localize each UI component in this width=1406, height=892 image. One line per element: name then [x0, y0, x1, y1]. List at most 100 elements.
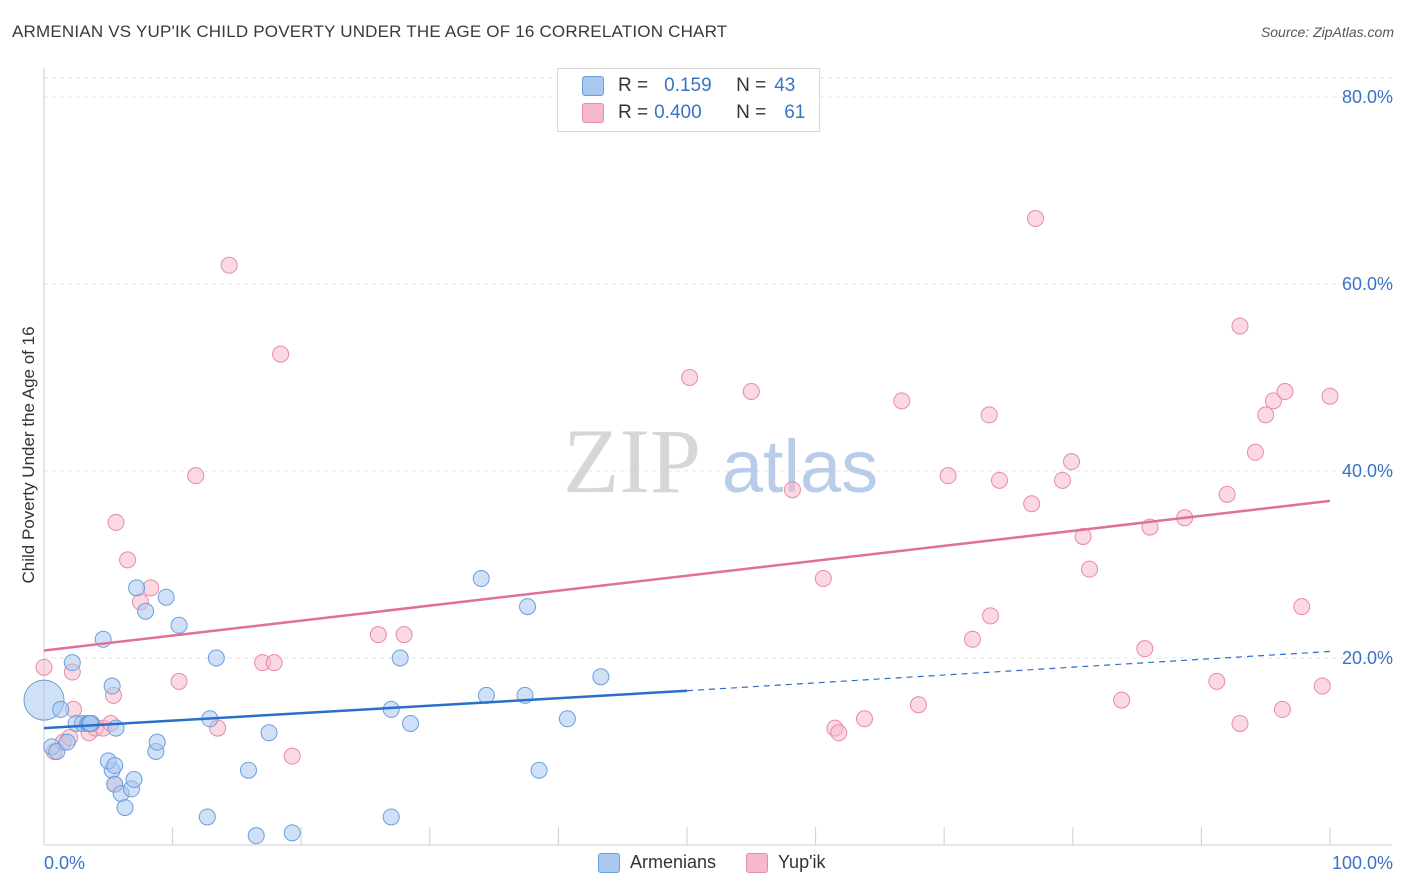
armenian-point — [558, 710, 576, 728]
yupik-point — [939, 467, 957, 485]
y-axis-title: Child Poverty Under the Age of 16 — [19, 326, 38, 583]
armenian-point — [106, 757, 124, 775]
armenian-point — [402, 714, 420, 732]
yupik-point — [35, 658, 53, 676]
armenian-point — [128, 579, 146, 597]
chart-title: ARMENIAN VS YUP'IK CHILD POVERTY UNDER T… — [12, 22, 728, 41]
r-value: 0.400 — [654, 102, 702, 123]
armenian-point — [58, 733, 76, 751]
armenian-point — [247, 827, 265, 845]
yupik-point — [893, 392, 911, 410]
n-label: N = — [736, 75, 767, 96]
yupik-point — [107, 513, 125, 531]
yupik-swatch — [582, 103, 604, 123]
yupik-point — [1136, 640, 1154, 658]
armenian-point — [52, 700, 70, 718]
yupik-point — [1264, 392, 1282, 410]
series-legend: Armenians Yup'ik — [598, 852, 856, 873]
source-label: Source: ZipAtlas.com — [1260, 24, 1394, 40]
yupik-point — [814, 570, 832, 588]
yupik-point — [980, 406, 998, 424]
armenian-point — [260, 724, 278, 742]
yupik-point — [170, 672, 188, 690]
yupik-point — [1113, 691, 1131, 709]
x-tick-label-min: 0.0% — [44, 853, 85, 873]
yupik-point — [1246, 443, 1264, 461]
watermark: ZIP atlas — [563, 410, 878, 512]
yupik-point — [742, 383, 760, 401]
y-tick-label: 60.0% — [1342, 274, 1393, 294]
armenians-trend-extension — [686, 650, 1331, 692]
y-tick-label: 80.0% — [1342, 87, 1393, 107]
yupik-point — [963, 630, 981, 648]
armenian-point — [592, 668, 610, 686]
yupik-point — [1293, 598, 1311, 616]
yupik-point — [830, 724, 848, 742]
armenian-point — [63, 654, 81, 672]
armenian-point — [157, 588, 175, 606]
armenian-point — [198, 808, 216, 826]
yupik-point — [855, 710, 873, 728]
yupik-point — [990, 471, 1008, 489]
legend-item-yupik: Yup'ik — [746, 852, 826, 873]
yupik-point — [272, 345, 290, 363]
axis-labels: 20.0% 40.0% 60.0% 80.0% 0.0% 100.0% Child Pove… — [19, 87, 1393, 873]
yupik-point — [1081, 560, 1099, 578]
watermark-zip: ZIP — [563, 410, 701, 512]
r-label: R = — [618, 75, 649, 96]
yupik-point — [909, 696, 927, 714]
trend-lines — [43, 499, 1331, 730]
yupik-point — [1063, 453, 1081, 471]
y-tick-label: 40.0% — [1342, 461, 1393, 481]
yupik-point — [1276, 383, 1294, 401]
r-label: R = — [618, 102, 649, 123]
yupik-point — [265, 654, 283, 672]
armenians-swatch — [582, 76, 604, 96]
yupik-point — [1054, 471, 1072, 489]
armenian-points — [23, 570, 610, 845]
armenian-point — [391, 649, 409, 667]
legend-label-armenians: Armenians — [630, 852, 717, 872]
legend-item-armenians: Armenians — [598, 852, 716, 873]
yupik-point — [1313, 677, 1331, 695]
yupik-swatch — [746, 852, 769, 873]
correlation-legend: R = 0.159 N = 43 R = 0.400 N = 61 — [557, 68, 820, 132]
legend-row-yupik: R = 0.400 N = 61 — [582, 101, 805, 125]
armenian-point — [530, 761, 548, 779]
armenian-point — [472, 570, 490, 588]
yupik-point — [1257, 406, 1275, 424]
armenians-trend-line — [43, 689, 688, 730]
n-value: 61 — [784, 102, 806, 123]
yupik-point — [187, 467, 205, 485]
armenians-swatch — [598, 852, 620, 873]
armenian-point — [207, 649, 225, 667]
watermark-atlas: atlas — [722, 425, 878, 508]
armenian-point — [125, 771, 143, 789]
yupik-point — [1231, 714, 1249, 732]
armenian-point — [148, 733, 166, 751]
yupik-point — [119, 551, 137, 569]
yupik-trend-line — [43, 499, 1331, 652]
yupik-point — [369, 626, 387, 644]
yupik-point — [1273, 700, 1291, 718]
axes — [43, 68, 1392, 846]
armenian-point — [81, 714, 99, 732]
yupik-point — [681, 369, 699, 386]
y-tick-label: 20.0% — [1342, 648, 1393, 668]
r-value: 0.159 — [664, 75, 712, 96]
armenian-point — [283, 824, 301, 842]
n-value: 43 — [774, 75, 796, 96]
yupik-point — [1208, 672, 1226, 690]
yupik-point — [283, 747, 301, 765]
yupik-point — [981, 607, 999, 625]
yupik-point — [1231, 317, 1249, 335]
legend-label-yupik: Yup'ik — [778, 852, 826, 872]
armenian-point — [137, 602, 155, 620]
armenian-point — [116, 799, 134, 817]
armenian-point — [382, 808, 400, 826]
yupik-point — [142, 579, 160, 597]
armenian-point — [519, 598, 537, 616]
armenian-point — [239, 761, 257, 779]
yupik-point — [1027, 210, 1045, 228]
